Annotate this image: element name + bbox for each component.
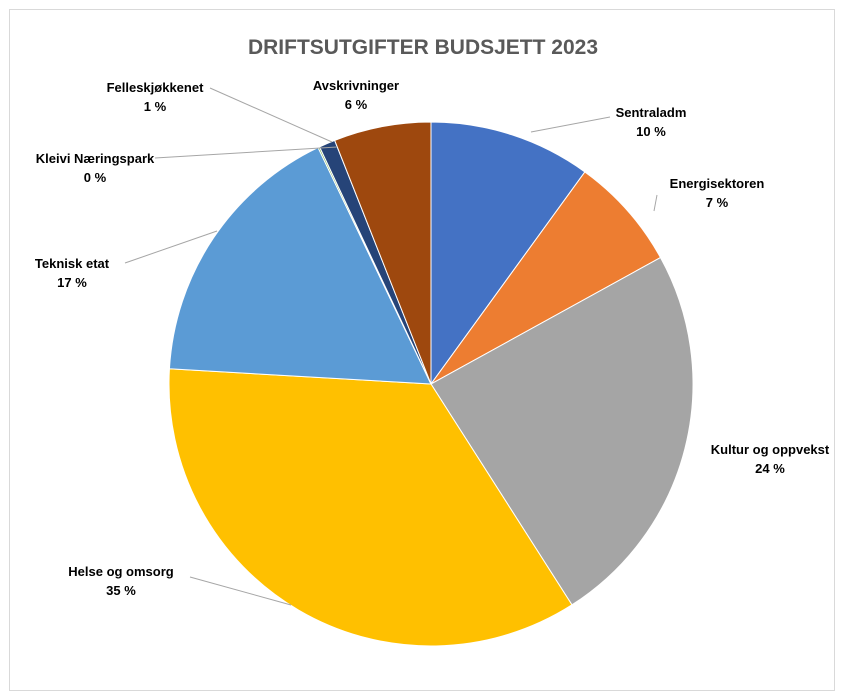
data-label-percent: 1 % xyxy=(144,99,167,114)
pie-slice-avskrivninger xyxy=(333,121,432,385)
data-label-category: Felleskjøkkenet xyxy=(107,80,204,95)
chart-area: DRIFTSUTGIFTER BUDSJETT 2023 Sentraladm 1… xyxy=(9,9,835,691)
leader-line xyxy=(124,230,218,264)
data-label: Energisektoren 7 % xyxy=(670,176,765,210)
pie-slices xyxy=(168,121,694,647)
leader-line xyxy=(530,116,611,133)
data-labels: Sentraladm 10 % Energisektoren 7 % Kultur og… xyxy=(35,78,830,598)
data-label-category: Teknisk etat xyxy=(35,256,110,271)
leader-lines xyxy=(124,87,658,606)
data-label-category: Kleivi Næringspark xyxy=(36,151,155,166)
data-label: Sentraladm 10 % xyxy=(616,105,687,139)
data-label: Avskrivninger 6 % xyxy=(313,78,399,112)
data-label-percent: 24 % xyxy=(755,461,785,476)
leader-line xyxy=(209,87,333,143)
pie-slice-energisektoren xyxy=(430,171,662,385)
data-label: Helse og omsorg 35 % xyxy=(68,564,174,598)
data-label: Kultur og oppvekst 24 % xyxy=(711,442,830,476)
data-label: Teknisk etat 17 % xyxy=(35,256,110,290)
data-label-category: Sentraladm xyxy=(616,105,687,120)
data-label-percent: 7 % xyxy=(706,195,729,210)
data-label-percent: 35 % xyxy=(106,583,136,598)
pie-slice-helse-og-omsorg xyxy=(168,368,573,647)
chart-title: DRIFTSUTGIFTER BUDSJETT 2023 xyxy=(248,36,598,59)
pie-slice-teknisk-etat xyxy=(168,146,432,385)
data-label-percent: 6 % xyxy=(345,97,368,112)
data-label: Kleivi Næringspark 0 % xyxy=(36,151,155,185)
data-label: Felleskjøkkenet 1 % xyxy=(107,80,204,114)
leader-line xyxy=(653,194,658,212)
leader-line xyxy=(154,146,338,159)
pie-slice-kultur-og-oppvekst xyxy=(430,256,694,606)
leader-line xyxy=(189,576,292,606)
data-label-percent: 0 % xyxy=(84,170,107,185)
data-label-category: Avskrivninger xyxy=(313,78,399,93)
data-label-category: Kultur og oppvekst xyxy=(711,442,830,457)
pie-slice-sentraladm xyxy=(430,121,586,386)
data-label-category: Helse og omsorg xyxy=(68,564,174,579)
data-label-category: Energisektoren xyxy=(670,176,765,191)
pie-chart: DRIFTSUTGIFTER BUDSJETT 2023 Sentraladm 1… xyxy=(35,36,830,647)
data-label-percent: 17 % xyxy=(57,275,87,290)
data-label-percent: 10 % xyxy=(636,124,666,139)
